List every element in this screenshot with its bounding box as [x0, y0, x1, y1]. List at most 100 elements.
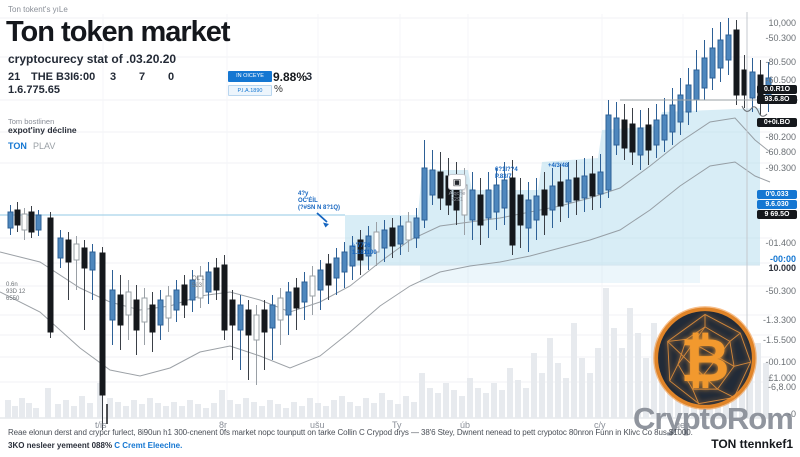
volume-bar: [115, 402, 121, 418]
percent-sign: %: [274, 84, 283, 95]
volume-bar: [195, 404, 201, 418]
footer-source-link[interactable]: C Cremt EleecIne.: [114, 441, 183, 450]
chart-annotation: 4?y OĊ'ĖİL (?#SN N 8?1Q): [298, 191, 340, 212]
volume-bar: [515, 380, 521, 418]
price-axis-label: -60.500: [765, 75, 796, 85]
candle-body: [501, 179, 508, 209]
chart-annotation-line: Ŀ'7776: [352, 243, 371, 249]
volume-bar: [235, 404, 241, 418]
volume-bar: [651, 323, 657, 418]
tab-plav[interactable]: PLAV: [33, 141, 56, 151]
footer-source-text: 3KO nesleer yemeent 088%: [8, 441, 115, 450]
volume-bar: [363, 398, 369, 418]
stat-value-3: 3: [110, 71, 117, 83]
chart-marker-icon[interactable]: ▣: [448, 174, 466, 190]
candle-body: [701, 57, 708, 89]
candle-body: [533, 195, 540, 221]
volume-bar: [467, 378, 473, 418]
candle-body: [253, 314, 260, 341]
volume-bar: [563, 378, 569, 418]
candle-body: [205, 271, 212, 293]
candle-body: [653, 119, 660, 146]
volume-bar: [179, 406, 185, 418]
volume-bar: [387, 400, 393, 418]
primary-action-button[interactable]: IN OICEYE: [228, 71, 272, 82]
volume-bar: [483, 393, 489, 418]
stat-value-1: 21: [8, 71, 21, 83]
volume-bar: [627, 308, 633, 418]
candle-body: [301, 281, 308, 303]
chart-annotation: OL'1 5ü3: [192, 276, 205, 290]
price-badge: 0+0i.BO: [757, 118, 797, 127]
price-badge: 9.6.030: [757, 200, 797, 209]
volume-bar: [403, 396, 409, 418]
candle-body: [405, 221, 412, 241]
candle-body: [629, 123, 636, 153]
time-axis-label: gen: [675, 420, 691, 430]
candle-body: [541, 189, 548, 216]
volume-bar: [171, 402, 177, 418]
volume-bar: [79, 396, 85, 418]
volume-bar: [587, 373, 593, 418]
candle-body: [117, 294, 124, 326]
volume-bar: [747, 368, 753, 418]
volume-bar: [291, 402, 297, 418]
candle-body: [237, 304, 244, 331]
volume-bar: [643, 358, 649, 418]
candle-body: [65, 239, 72, 263]
stat-value-5: 0: [168, 71, 175, 83]
price-axis-label: -6,8.00: [767, 382, 796, 392]
candle-body: [173, 289, 180, 311]
candle-body: [269, 304, 276, 329]
volume-bar: [419, 373, 425, 418]
change-percent: 9.88%: [273, 70, 308, 84]
tab-ton[interactable]: TON: [8, 141, 27, 151]
candle-body: [89, 251, 96, 271]
volume-bar: [97, 383, 103, 418]
secondary-action-button[interactable]: P.I.A.1890: [228, 85, 272, 96]
candle-body: [725, 34, 732, 61]
candle-body: [165, 295, 172, 319]
page-subtitle: cryptocurecy stat of .03.20.20: [8, 52, 177, 66]
volume-bar: [635, 333, 641, 418]
candle-body: [549, 185, 556, 211]
volume-bar: [763, 363, 769, 418]
volume-bar: [163, 406, 169, 418]
candle-body: [397, 225, 404, 245]
candle-body: [21, 213, 28, 231]
volume-bar: [355, 406, 361, 418]
brand-watermark: CryptoRom: [633, 401, 794, 436]
chart-annotation-line: 4?y: [298, 191, 309, 197]
candle-body: [469, 189, 476, 221]
price-axis-label: -1.3.300: [762, 315, 796, 325]
candle-body: [14, 209, 21, 226]
candle-body: [605, 114, 612, 191]
price-axis-label: £1.000: [768, 373, 796, 383]
volume-bar: [19, 398, 25, 418]
candle-body: [381, 229, 388, 249]
time-axis-label: 8r: [219, 420, 228, 430]
time-axis-label: t/is: [95, 420, 107, 430]
candle-body: [677, 94, 684, 123]
volume-bar: [619, 348, 625, 418]
chart-annotation-line: 6550: [6, 296, 20, 302]
candle-body: [613, 117, 620, 146]
candle-body: [109, 289, 116, 321]
volume-bar: [323, 406, 329, 418]
candle-body: [285, 291, 292, 316]
volume-bar: [243, 398, 249, 418]
volume-bar: [555, 363, 561, 418]
price-axis-label: 10.000: [768, 263, 796, 273]
candle-body: [749, 71, 756, 99]
volume-bar: [531, 353, 537, 418]
candle-body: [309, 275, 316, 297]
candle-body: [421, 167, 428, 221]
time-axis-label: Ty: [392, 420, 402, 430]
candle-body: [413, 217, 420, 239]
candle-body: [81, 247, 88, 269]
chart-annotation-line: 0.6n: [6, 282, 18, 288]
volume-bar: [507, 368, 513, 418]
volume-bar: [131, 400, 137, 418]
candle-body: [565, 179, 572, 203]
hand-doodle: [741, 105, 768, 117]
